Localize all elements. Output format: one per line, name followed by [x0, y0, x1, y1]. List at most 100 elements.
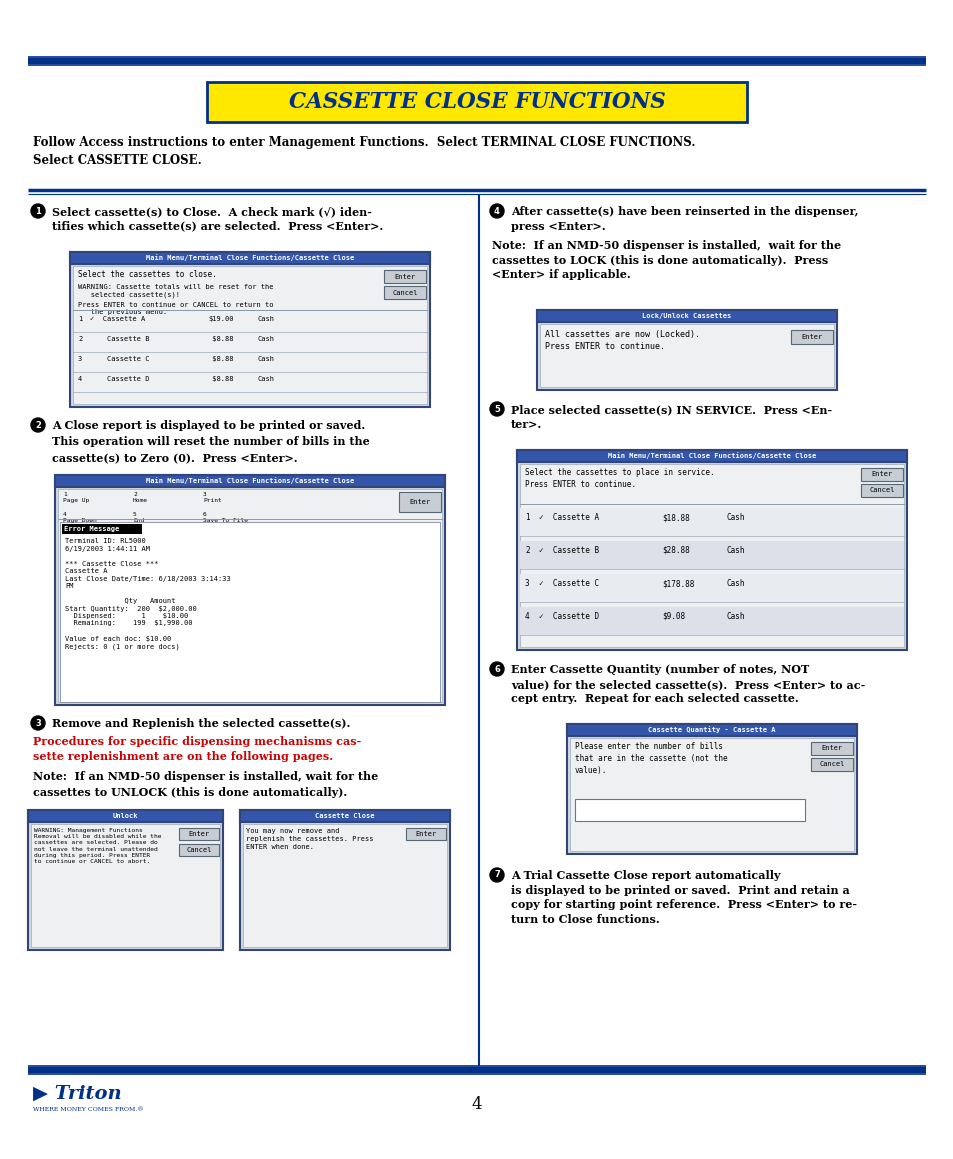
Text: 1
Page Up: 1 Page Up: [63, 493, 90, 503]
Text: Cash: Cash: [726, 513, 744, 522]
Circle shape: [30, 716, 45, 730]
FancyBboxPatch shape: [179, 828, 219, 840]
FancyBboxPatch shape: [207, 82, 746, 122]
Text: All cassettes are now (Locked).
Press ENTER to continue.: All cassettes are now (Locked). Press EN…: [544, 330, 700, 351]
FancyBboxPatch shape: [179, 844, 219, 857]
FancyBboxPatch shape: [810, 742, 852, 755]
FancyBboxPatch shape: [519, 607, 903, 635]
Text: Enter: Enter: [801, 334, 821, 340]
FancyBboxPatch shape: [28, 810, 223, 822]
Text: Main Menu/Terminal Close Functions/Cassette Close: Main Menu/Terminal Close Functions/Casse…: [607, 452, 815, 459]
FancyBboxPatch shape: [384, 286, 426, 299]
Text: ✓  Cassette D: ✓ Cassette D: [538, 612, 598, 621]
Text: You may now remove and
replenish the cassettes. Press
ENTER when done.: You may now remove and replenish the cas…: [246, 828, 374, 850]
FancyBboxPatch shape: [70, 252, 430, 264]
Text: 4
Page Down: 4 Page Down: [63, 512, 96, 523]
FancyBboxPatch shape: [519, 464, 903, 647]
FancyBboxPatch shape: [861, 484, 902, 497]
Circle shape: [30, 204, 45, 218]
Text: $8.88: $8.88: [208, 356, 233, 362]
Text: 5: 5: [494, 404, 499, 414]
Text: $18.88: $18.88: [661, 513, 689, 522]
Text: 1: 1: [35, 206, 41, 216]
Circle shape: [490, 662, 503, 676]
FancyBboxPatch shape: [517, 450, 906, 462]
Text: 6: 6: [494, 664, 499, 673]
Text: 2: 2: [524, 546, 529, 555]
FancyBboxPatch shape: [240, 810, 450, 950]
Text: Select the cassettes to close.: Select the cassettes to close.: [78, 270, 216, 279]
Text: Terminal ID: RL5000
6/19/2003 1:44:11 AM

*** Cassette Close ***
Cassette A
Last: Terminal ID: RL5000 6/19/2003 1:44:11 AM…: [65, 538, 231, 649]
Text: $8.88: $8.88: [208, 336, 233, 342]
Text: A Trial Cassette Close report automatically
is displayed to be printed or saved.: A Trial Cassette Close report automatica…: [511, 870, 856, 925]
Text: ✓  Cassette C: ✓ Cassette C: [538, 580, 598, 588]
Text: $9.08: $9.08: [661, 612, 684, 621]
Text: Enter Cassette Quantity (number of notes, NOT
value) for the selected cassette(s: Enter Cassette Quantity (number of notes…: [511, 664, 864, 705]
Text: Enter: Enter: [394, 274, 416, 279]
Text: Unlock: Unlock: [112, 812, 138, 819]
Text: 1: 1: [78, 316, 82, 322]
FancyBboxPatch shape: [55, 475, 444, 705]
Text: 4: 4: [524, 612, 529, 621]
Text: Cassette D: Cassette D: [90, 376, 150, 382]
FancyBboxPatch shape: [861, 468, 902, 481]
Text: ▶ Triton: ▶ Triton: [33, 1085, 121, 1103]
FancyBboxPatch shape: [519, 508, 903, 535]
Text: Cassette Close: Cassette Close: [314, 812, 375, 819]
Text: Main Menu/Terminal Close Functions/Cassette Close: Main Menu/Terminal Close Functions/Casse…: [146, 478, 354, 484]
Text: Cancel: Cancel: [186, 847, 212, 853]
FancyBboxPatch shape: [569, 738, 853, 851]
Text: Cash: Cash: [257, 356, 274, 362]
FancyBboxPatch shape: [243, 824, 447, 947]
FancyBboxPatch shape: [384, 270, 426, 283]
Text: Place selected cassette(s) IN SERVICE.  Press <En-
ter>.: Place selected cassette(s) IN SERVICE. P…: [511, 404, 831, 430]
Text: 6
Save To File: 6 Save To File: [203, 512, 248, 523]
Text: 3: 3: [524, 580, 529, 588]
Text: Cancel: Cancel: [819, 761, 843, 767]
FancyBboxPatch shape: [28, 810, 223, 950]
Text: 5
End: 5 End: [132, 512, 144, 523]
Text: Cassette C: Cassette C: [90, 356, 150, 362]
FancyBboxPatch shape: [58, 489, 441, 702]
FancyBboxPatch shape: [240, 810, 450, 822]
Text: Cassette Quantity - Cassette A: Cassette Quantity - Cassette A: [648, 727, 775, 734]
Circle shape: [490, 402, 503, 416]
Text: Enter: Enter: [415, 831, 436, 837]
FancyBboxPatch shape: [790, 330, 832, 344]
FancyBboxPatch shape: [519, 574, 903, 602]
Text: Enter: Enter: [409, 500, 430, 505]
Text: 2
Home: 2 Home: [132, 493, 148, 503]
Text: Select cassette(s) to Close.  A check mark (√) iden-
tifies which cassette(s) ar: Select cassette(s) to Close. A check mar…: [52, 206, 383, 232]
Text: Cash: Cash: [726, 612, 744, 621]
Text: Note:  If an NMD-50 dispenser is installed,  wait for the
cassettes to LOCK (thi: Note: If an NMD-50 dispenser is installe…: [492, 240, 841, 280]
Text: Select the cassettes to place in service.
Press ENTER to continue.: Select the cassettes to place in service…: [524, 468, 714, 489]
Text: CASSETTE CLOSE FUNCTIONS: CASSETTE CLOSE FUNCTIONS: [289, 92, 664, 112]
Circle shape: [490, 204, 503, 218]
Text: Press ENTER to continue or CANCEL to return to
   the previous menu.: Press ENTER to continue or CANCEL to ret…: [78, 302, 274, 315]
Text: Cash: Cash: [726, 546, 744, 555]
Text: Cancel: Cancel: [392, 290, 417, 296]
Text: Remove and Replenish the selected cassette(s).: Remove and Replenish the selected casset…: [52, 717, 350, 729]
FancyBboxPatch shape: [517, 450, 906, 650]
Text: $178.88: $178.88: [661, 580, 694, 588]
Text: WARNING: Management Functions
Removal will be disabled while the
cassettes are s: WARNING: Management Functions Removal wi…: [34, 828, 161, 863]
Text: Enter: Enter: [821, 745, 841, 751]
Text: WARNING: Cassette totals will be reset for the
   selected cassette(s)!: WARNING: Cassette totals will be reset f…: [78, 284, 274, 298]
Text: Follow Access instructions to enter Management Functions.  Select TERMINAL CLOSE: Follow Access instructions to enter Mana…: [33, 136, 695, 167]
Text: $8.88: $8.88: [208, 376, 233, 382]
Text: A Close report is displayed to be printed or saved.
This operation will reset th: A Close report is displayed to be printe…: [52, 420, 370, 464]
Text: 7: 7: [494, 870, 499, 880]
Text: Procedures for specific dispensing mechanisms cas-
sette replenishment are on th: Procedures for specific dispensing mecha…: [33, 736, 361, 763]
Text: Cash: Cash: [257, 376, 274, 382]
FancyBboxPatch shape: [537, 309, 836, 322]
Text: Cash: Cash: [726, 580, 744, 588]
Text: 1: 1: [524, 513, 529, 522]
FancyBboxPatch shape: [537, 309, 836, 389]
FancyBboxPatch shape: [539, 325, 833, 387]
Text: 2: 2: [35, 421, 41, 430]
Text: ✓  Cassette A: ✓ Cassette A: [538, 513, 598, 522]
Text: 4: 4: [78, 376, 82, 382]
Text: Cash: Cash: [257, 316, 274, 322]
Text: 4: 4: [494, 206, 499, 216]
Text: ✓  Cassette A: ✓ Cassette A: [90, 316, 145, 322]
